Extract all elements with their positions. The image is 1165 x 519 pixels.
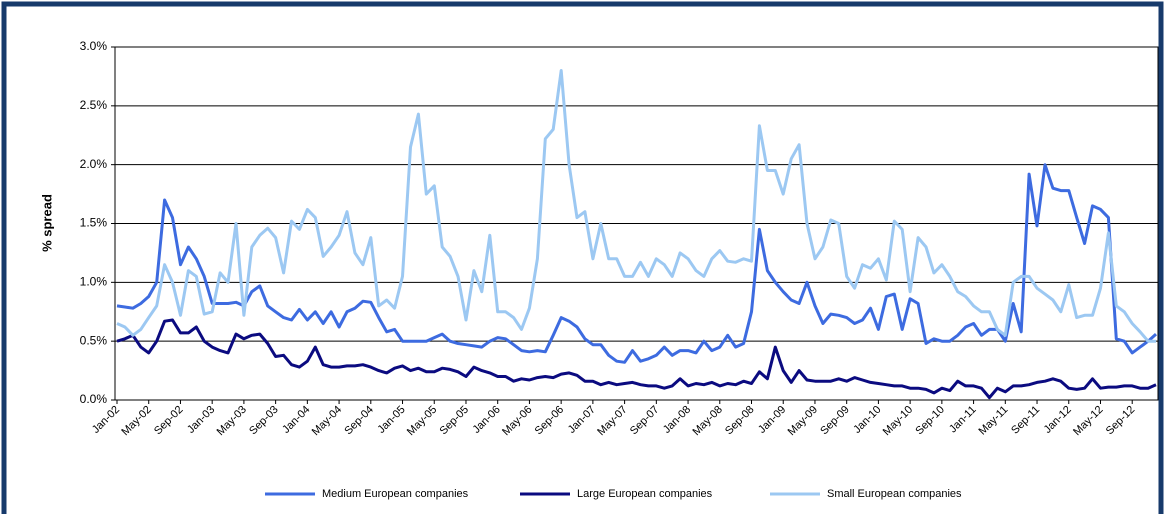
legend-label: Medium European companies xyxy=(322,488,469,500)
y-tick-label: 1.5% xyxy=(80,216,108,230)
legend-label: Small European companies xyxy=(827,488,962,500)
y-tick-label: 2.0% xyxy=(80,157,108,171)
y-tick-label: 0.0% xyxy=(80,392,108,406)
legend-label: Large European companies xyxy=(577,488,713,500)
y-tick-label: 0.5% xyxy=(80,333,108,347)
y-tick-label: 1.0% xyxy=(80,275,108,289)
y-axis-label: % spread xyxy=(39,194,54,252)
y-tick-label: 2.5% xyxy=(80,98,108,112)
line-series xyxy=(116,69,1156,343)
line-series xyxy=(116,318,1157,400)
line-series xyxy=(116,163,1158,364)
y-tick-label: 3.0% xyxy=(80,39,108,53)
